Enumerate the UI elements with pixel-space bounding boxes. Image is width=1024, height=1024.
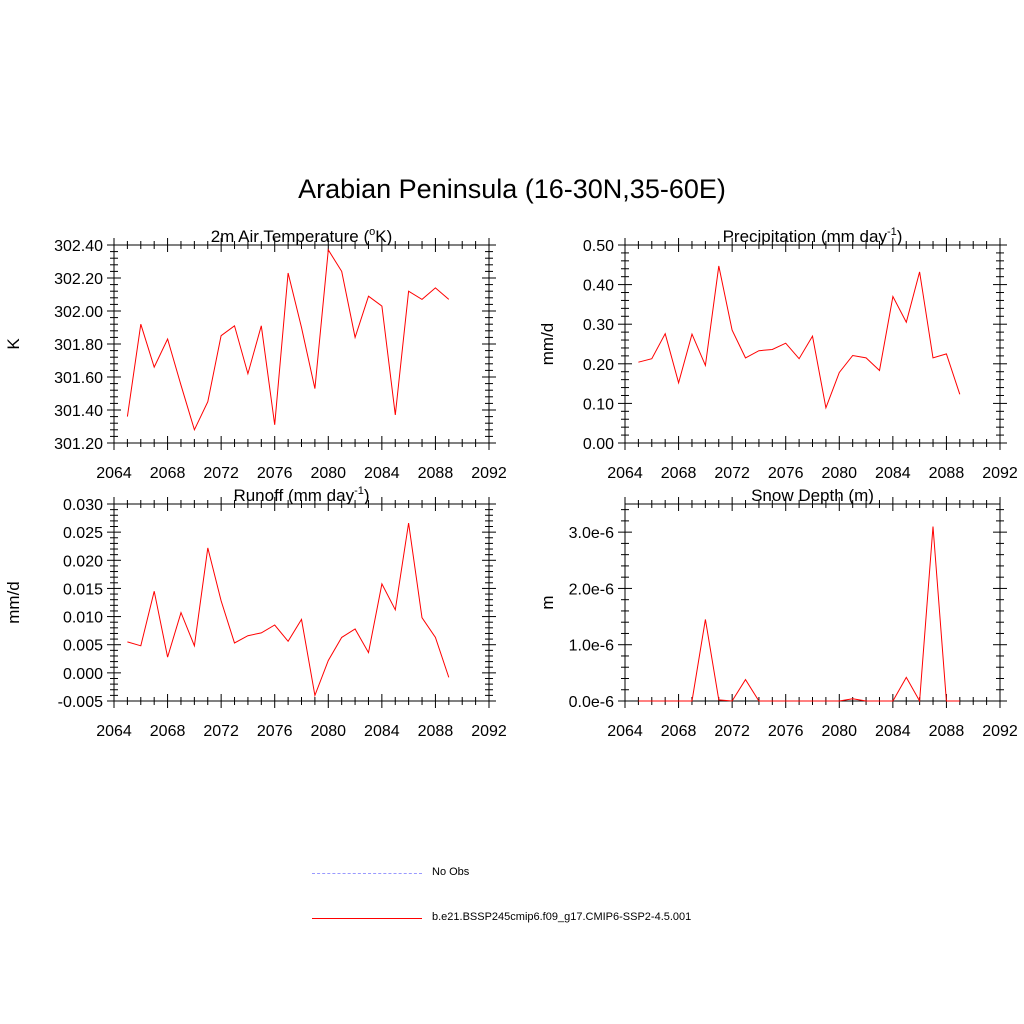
y-tick-label: 301.20 bbox=[54, 436, 103, 453]
y-tick-label: 302.00 bbox=[54, 304, 103, 321]
x-tick-label: 2072 bbox=[714, 465, 750, 482]
x-tick-label: 2064 bbox=[96, 723, 132, 740]
y-tick-label: 301.60 bbox=[54, 370, 103, 387]
y-tick-label: 3.0e-6 bbox=[569, 525, 614, 542]
x-tick-label: 2068 bbox=[661, 723, 697, 740]
x-tick-label: 2092 bbox=[982, 465, 1018, 482]
y-tick-label: 0.025 bbox=[63, 525, 103, 542]
y-tick-label: 1.0e-6 bbox=[569, 638, 614, 655]
x-tick-label: 2080 bbox=[821, 723, 857, 740]
y-tick-label: 0.020 bbox=[63, 553, 103, 570]
panel-title-text: Precipitation (mm day bbox=[723, 227, 888, 246]
x-tick-label: 2072 bbox=[203, 723, 239, 740]
x-tick-label: 2076 bbox=[257, 723, 293, 740]
series-line bbox=[127, 523, 450, 698]
y-tick-label: 0.10 bbox=[583, 396, 614, 413]
x-tick-label: 2076 bbox=[257, 465, 293, 482]
x-tick-label: 2068 bbox=[150, 465, 186, 482]
panel-title-text: 2m Air Temperature ( bbox=[211, 227, 370, 246]
plot-frame-2 bbox=[113, 503, 490, 702]
x-tick-label: 2084 bbox=[364, 465, 400, 482]
x-tick-label: 2068 bbox=[661, 465, 697, 482]
x-tick-label: 2064 bbox=[607, 465, 643, 482]
x-tick-label: 2080 bbox=[310, 465, 346, 482]
y-tick-label: 302.40 bbox=[54, 238, 103, 255]
y-axis-label: mm/d bbox=[538, 323, 557, 366]
x-tick-label: 2072 bbox=[203, 465, 239, 482]
x-tick-label: 2076 bbox=[768, 723, 804, 740]
legend-label-model: b.e21.BSSP245cmip6.f09_g17.CMIP6-SSP2-4.… bbox=[432, 911, 692, 923]
panel-title: Precipitation (mm day-1) bbox=[723, 226, 903, 246]
x-tick-label: 2092 bbox=[471, 465, 507, 482]
panel-title-tail: ) bbox=[897, 227, 903, 246]
y-tick-label: 0.015 bbox=[63, 581, 103, 598]
x-tick-label: 2084 bbox=[875, 723, 911, 740]
x-tick-label: 2088 bbox=[418, 465, 454, 482]
x-tick-label: 2084 bbox=[364, 723, 400, 740]
y-axis-label: m bbox=[538, 595, 557, 609]
y-axis-label: K bbox=[4, 338, 23, 350]
y-tick-label: 0.005 bbox=[63, 638, 103, 655]
y-tick-label: 302.20 bbox=[54, 271, 103, 288]
series-line bbox=[126, 248, 450, 432]
legend-label-obs: No Obs bbox=[432, 866, 470, 878]
panel-title-superscript: o bbox=[369, 226, 375, 238]
x-tick-label: 2080 bbox=[310, 723, 346, 740]
x-tick-label: 2088 bbox=[929, 723, 965, 740]
y-tick-label: 0.20 bbox=[583, 357, 614, 374]
panel-title-text: Snow Depth (m) bbox=[751, 486, 874, 505]
x-tick-label: 2084 bbox=[875, 465, 911, 482]
series-line bbox=[638, 526, 960, 703]
x-tick-label: 2064 bbox=[96, 465, 132, 482]
series-line bbox=[638, 265, 961, 410]
panel-title-text: Runoff (mm day bbox=[233, 486, 354, 505]
legend-swatch-solid bbox=[312, 918, 422, 919]
page-title: Arabian Peninsula (16-30N,35-60E) bbox=[298, 174, 726, 204]
y-tick-label: 0.40 bbox=[583, 278, 614, 295]
y-tick-label: 0.50 bbox=[583, 238, 614, 255]
panel-title-superscript: -1 bbox=[354, 485, 364, 497]
x-tick-label: 2092 bbox=[471, 723, 507, 740]
legend-swatch-dashed bbox=[312, 873, 422, 874]
panel-title-tail: ) bbox=[364, 486, 370, 505]
y-tick-label: 0.0e-6 bbox=[569, 694, 614, 711]
y-tick-label: 0.030 bbox=[63, 497, 103, 514]
x-tick-label: 2080 bbox=[821, 465, 857, 482]
plot-frame-0 bbox=[113, 244, 490, 444]
x-tick-label: 2064 bbox=[607, 723, 643, 740]
x-tick-label: 2088 bbox=[929, 465, 965, 482]
x-tick-label: 2076 bbox=[768, 465, 804, 482]
y-tick-label: -0.005 bbox=[58, 694, 103, 711]
y-axis-label: mm/d bbox=[4, 581, 23, 624]
x-tick-label: 2092 bbox=[982, 723, 1018, 740]
panel-title-superscript: -1 bbox=[887, 226, 897, 238]
plot-frame-1 bbox=[624, 244, 1001, 444]
y-tick-label: 0.30 bbox=[583, 317, 614, 334]
panel-title-tail: K) bbox=[375, 227, 392, 246]
y-tick-label: 2.0e-6 bbox=[569, 581, 614, 598]
y-tick-label: 301.40 bbox=[54, 403, 103, 420]
y-tick-label: 301.80 bbox=[54, 337, 103, 354]
x-tick-label: 2088 bbox=[418, 723, 454, 740]
x-tick-label: 2068 bbox=[150, 723, 186, 740]
y-tick-label: 0.010 bbox=[63, 610, 103, 627]
y-tick-label: 0.000 bbox=[63, 666, 103, 683]
panel-title: Snow Depth (m) bbox=[751, 486, 874, 505]
panel-title: 2m Air Temperature (oK) bbox=[211, 226, 393, 246]
x-tick-label: 2072 bbox=[714, 723, 750, 740]
panel-title: Runoff (mm day-1) bbox=[233, 485, 369, 505]
y-tick-label: 0.00 bbox=[583, 436, 614, 453]
